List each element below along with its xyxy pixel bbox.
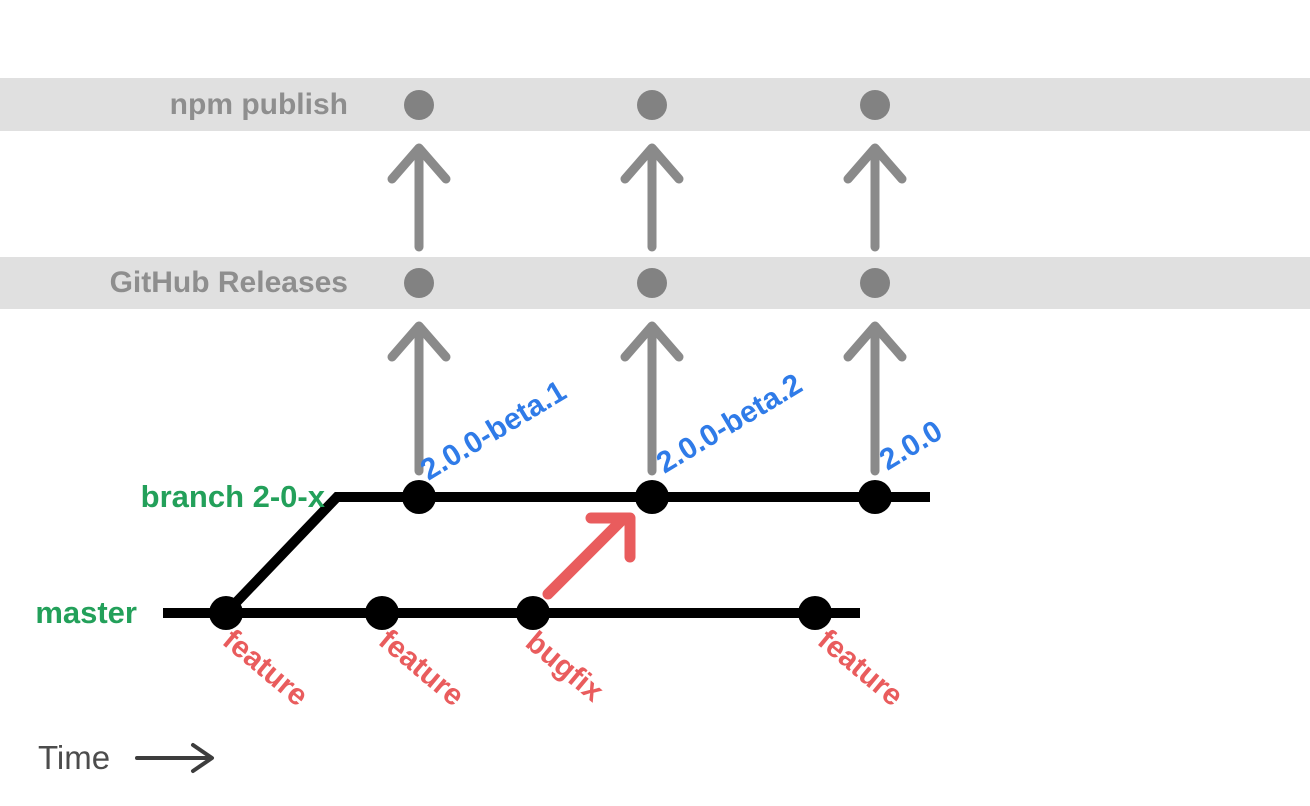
up-arrow-npm-1 <box>387 143 451 252</box>
commit-dot-bugfix <box>516 596 550 630</box>
github-releases-label: GitHub Releases <box>109 266 348 299</box>
github-dot-3 <box>860 268 890 298</box>
time-arrow-icon <box>135 743 214 773</box>
up-arrow-npm-2 <box>620 143 684 252</box>
up-arrow-github-1 <box>387 321 451 476</box>
commit-dot-feature-2 <box>365 596 399 630</box>
up-arrow-npm-3 <box>843 143 907 252</box>
master-branch-label: master <box>35 595 137 630</box>
commit-dot-feature-3 <box>798 596 832 630</box>
github-dot-1 <box>404 268 434 298</box>
npm-dot-2 <box>637 90 667 120</box>
arrows-github-to-npm <box>387 143 907 252</box>
github-dot-2 <box>637 268 667 298</box>
github-release-dots <box>404 268 890 298</box>
time-axis-label: Time <box>38 739 111 776</box>
commit-dot-2-0-0 <box>858 480 892 514</box>
release-commit-dots <box>402 480 892 514</box>
up-arrow-github-2 <box>620 321 684 476</box>
bugfix-merge-arrow <box>542 512 636 600</box>
npm-publish-label: npm publish <box>169 88 348 121</box>
npm-dot-1 <box>404 90 434 120</box>
release-branch-label: branch 2-0-x <box>140 479 325 514</box>
commit-dot-beta-2 <box>635 480 669 514</box>
commit-dot-beta-1 <box>402 480 436 514</box>
npm-publish-dots <box>404 90 890 120</box>
arrows-branch-to-github <box>387 321 907 476</box>
up-arrow-github-3 <box>843 321 907 476</box>
release-branch-line <box>222 492 930 617</box>
npm-dot-3 <box>860 90 890 120</box>
master-commit-dots <box>209 596 832 630</box>
commit-dot-feature-1 <box>209 596 243 630</box>
